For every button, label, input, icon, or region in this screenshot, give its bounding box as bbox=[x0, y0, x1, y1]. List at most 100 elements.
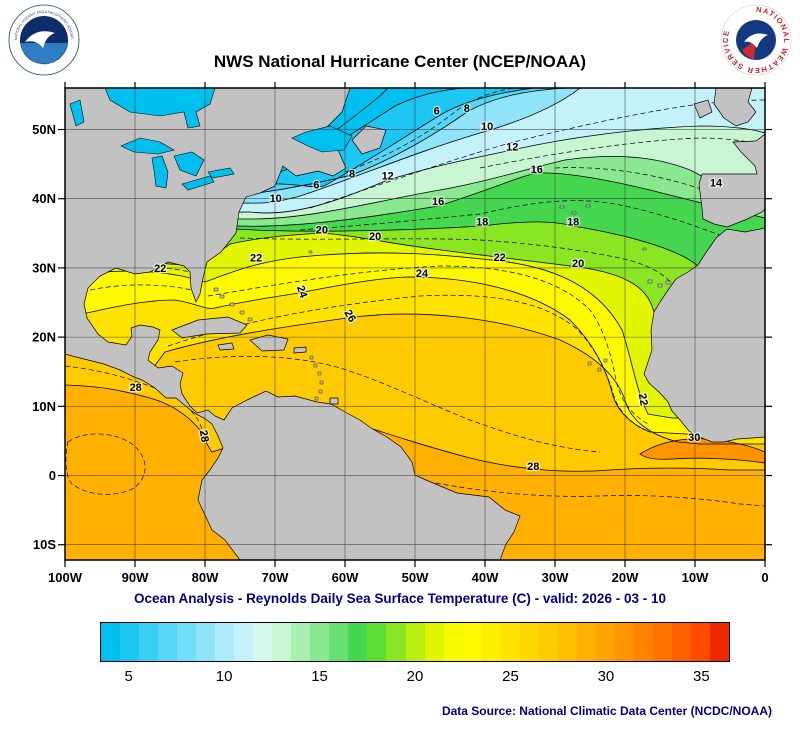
colorbar-tick-labels: 5 10 15 20 25 30 35 bbox=[100, 668, 730, 688]
land-island bbox=[597, 367, 602, 372]
lake-winnipeg bbox=[69, 99, 85, 127]
colorbar bbox=[100, 622, 730, 662]
axes: 100W 90W 80W 70W 60W 50W 40W 30W 20W 10W 0 50N 40N 30… bbox=[32, 82, 772, 585]
contour-label: 6 bbox=[313, 179, 319, 191]
land-island bbox=[657, 283, 663, 288]
contour-label: 12 bbox=[382, 170, 394, 182]
contour-label: 10 bbox=[481, 121, 493, 133]
data-source-note: Data Source: National Climatic Data Cent… bbox=[441, 704, 772, 718]
isotherm-line-dashed bbox=[167, 294, 645, 431]
colorbar-segment bbox=[367, 623, 387, 661]
lake-superior bbox=[120, 137, 175, 155]
colorbar-segment bbox=[538, 623, 558, 661]
colorbar-segment bbox=[614, 623, 634, 661]
x-tick-label: 70W bbox=[262, 570, 289, 585]
contour-label: 18 bbox=[476, 217, 488, 229]
x-tick-label: 60W bbox=[332, 570, 359, 585]
land-island bbox=[571, 211, 577, 215]
land-island bbox=[239, 310, 245, 315]
sst-band-30 bbox=[639, 438, 765, 464]
colorbar-segment bbox=[652, 623, 672, 661]
colorbar-segment bbox=[462, 623, 482, 661]
page-title: NWS National Hurricane Center (NCEP/NOAA… bbox=[213, 52, 587, 71]
colorbar-segment bbox=[215, 623, 235, 661]
contour-label: 28 bbox=[130, 382, 142, 394]
land-island bbox=[559, 205, 565, 209]
land-uk bbox=[713, 88, 757, 127]
contour-label: 30 bbox=[688, 432, 700, 444]
lake-gulfstlawrence bbox=[291, 125, 353, 153]
y-tick-label: 10N bbox=[32, 399, 56, 414]
contour-label: 14 bbox=[710, 177, 723, 189]
colorbar-segment bbox=[329, 623, 349, 661]
land-ireland bbox=[693, 99, 713, 119]
land-island bbox=[317, 371, 322, 376]
noaa-bird-icon bbox=[25, 31, 55, 48]
colorbar-tick-label: 15 bbox=[311, 668, 328, 685]
lake-erie bbox=[181, 175, 215, 191]
colorbar-segment bbox=[120, 623, 140, 661]
graticule bbox=[65, 88, 765, 560]
contour-label: 22 bbox=[250, 253, 262, 265]
land-island bbox=[247, 317, 253, 322]
isotherm-line-dashed bbox=[174, 355, 601, 453]
lake-michigan bbox=[151, 155, 169, 189]
colorbar-segment bbox=[272, 623, 292, 661]
colorbar-segment bbox=[481, 623, 501, 661]
x-tick-label: 10W bbox=[682, 570, 709, 585]
y-tick-label: 20N bbox=[32, 330, 56, 345]
land-layer bbox=[65, 88, 765, 560]
land-newfoundland bbox=[351, 125, 387, 155]
x-tick-label: 50W bbox=[402, 570, 429, 585]
isotherm-line bbox=[65, 155, 765, 220]
x-tick-label: 40W bbox=[472, 570, 499, 585]
colorbar-segment bbox=[177, 623, 197, 661]
x-tick-label: 90W bbox=[122, 570, 149, 585]
colorbar-segment bbox=[710, 623, 730, 661]
nws-emblem-red-wedge bbox=[742, 40, 756, 60]
y-tick-label: 10S bbox=[33, 537, 56, 552]
x-tick-label: 0 bbox=[761, 570, 768, 585]
contour-label: 22 bbox=[494, 252, 506, 264]
contour-label: 22 bbox=[636, 392, 650, 406]
land-africa bbox=[643, 227, 765, 443]
map-subtitle: Ocean Analysis - Reynolds Daily Sea Surf… bbox=[134, 591, 666, 606]
colorbar-segment bbox=[576, 623, 596, 661]
colorbar-segment bbox=[557, 623, 577, 661]
contour-label: 8 bbox=[464, 103, 470, 115]
lake-huron bbox=[173, 151, 205, 177]
colorbar-tick-label: 25 bbox=[502, 668, 519, 685]
colorbar-segment bbox=[310, 623, 330, 661]
colorbar-tick-label: 30 bbox=[597, 668, 615, 685]
land-island bbox=[229, 302, 235, 307]
contour-label: 16 bbox=[531, 164, 543, 176]
land-puertorico bbox=[293, 346, 307, 354]
isotherm-line-dashed bbox=[89, 284, 201, 293]
colorbar-segment bbox=[519, 623, 539, 661]
noaa-emblem-sea bbox=[20, 43, 68, 64]
land-trinidad bbox=[329, 397, 339, 405]
contour-label: 16 bbox=[432, 196, 444, 208]
isotherm-line bbox=[65, 221, 765, 268]
colorbar-segment bbox=[234, 623, 254, 661]
contour-label: 20 bbox=[572, 258, 584, 270]
nws-bird-icon bbox=[744, 33, 768, 48]
noaa-logo: NATIONAL OCEANIC AND ATMOSPHERIC ADMINIS… bbox=[8, 4, 80, 76]
isotherm-line bbox=[65, 276, 765, 435]
colorbar-segment bbox=[386, 623, 406, 661]
y-tick-label: 50N bbox=[32, 122, 56, 137]
land-jamaica bbox=[217, 342, 235, 351]
isotherm-line bbox=[65, 125, 765, 214]
contour-label: 28 bbox=[527, 461, 539, 473]
land-americas bbox=[65, 88, 521, 560]
y-tick-label: 40N bbox=[32, 191, 56, 206]
land-island bbox=[587, 361, 592, 366]
x-tick-label: 20W bbox=[612, 570, 639, 585]
colorbar-tick-label: 10 bbox=[215, 668, 233, 685]
land-island bbox=[309, 355, 314, 360]
isotherm-line-dashed bbox=[299, 200, 765, 248]
map-frame bbox=[64, 87, 766, 561]
land-island bbox=[314, 396, 319, 401]
colorbar-segment bbox=[139, 623, 159, 661]
